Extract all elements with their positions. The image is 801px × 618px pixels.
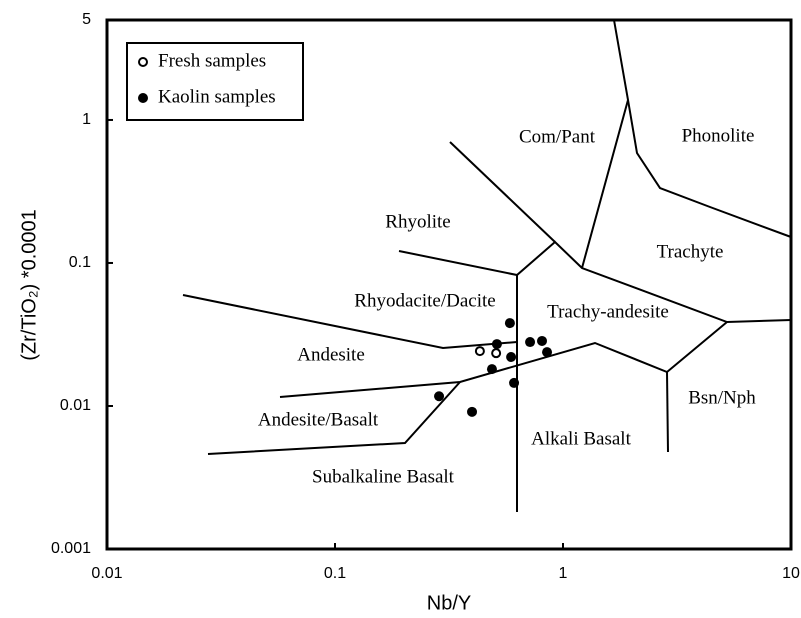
x-tick-label: 10 xyxy=(782,565,800,582)
data-point xyxy=(509,377,520,388)
x-tick-label: 0.1 xyxy=(324,565,346,582)
boundary xyxy=(666,371,669,453)
legend-label: Kaolin samples xyxy=(158,86,276,107)
field-boundaries xyxy=(182,19,792,512)
y-tick-label: 1 xyxy=(82,111,91,128)
y-tick-label: 0.001 xyxy=(51,540,91,557)
boundary xyxy=(279,321,728,398)
boundary xyxy=(449,141,556,243)
field-label: Rhyolite xyxy=(385,211,450,232)
field-label: Com/Pant xyxy=(519,126,596,147)
data-point xyxy=(486,364,497,375)
data-point xyxy=(474,346,485,357)
field-label: Andesite/Basalt xyxy=(258,409,379,430)
plot-frame xyxy=(105,18,793,551)
data-point xyxy=(542,347,553,358)
boundary xyxy=(207,381,461,455)
data-point xyxy=(491,348,502,359)
field-label: Alkali Basalt xyxy=(531,428,631,449)
data-point xyxy=(537,335,548,346)
data-point xyxy=(506,352,517,363)
y-axis-label: (Zr/TiO₂) *0.0001 xyxy=(18,209,40,361)
legend-marker xyxy=(138,93,148,103)
y-tick-label: 0.01 xyxy=(60,397,91,414)
legend-label: Fresh samples xyxy=(158,50,266,71)
data-point xyxy=(491,339,502,350)
boundary xyxy=(398,240,792,324)
x-tick-label: 1 xyxy=(559,565,568,582)
data-point xyxy=(434,391,445,402)
field-label: Subalkaline Basalt xyxy=(312,466,455,487)
data-point xyxy=(525,337,536,348)
data-point xyxy=(467,406,478,417)
y-tick-label: 0.1 xyxy=(69,254,91,271)
field-label: Phonolite xyxy=(682,125,755,146)
y-tick-label: 5 xyxy=(82,11,91,28)
field-label: Trachy-andesite xyxy=(547,301,669,322)
boundary xyxy=(627,99,792,238)
legend-box xyxy=(126,42,304,121)
data-point xyxy=(504,318,515,329)
x-axis-label: Nb/Y xyxy=(427,592,471,614)
x-tick-label: 0.01 xyxy=(91,565,122,582)
field-label: Andesite xyxy=(297,344,365,365)
legend-marker xyxy=(138,57,148,67)
field-label: Rhyodacite/Dacite xyxy=(354,290,495,311)
field-label: Bsn/Nph xyxy=(688,387,756,408)
field-label: Trachyte xyxy=(657,241,724,262)
